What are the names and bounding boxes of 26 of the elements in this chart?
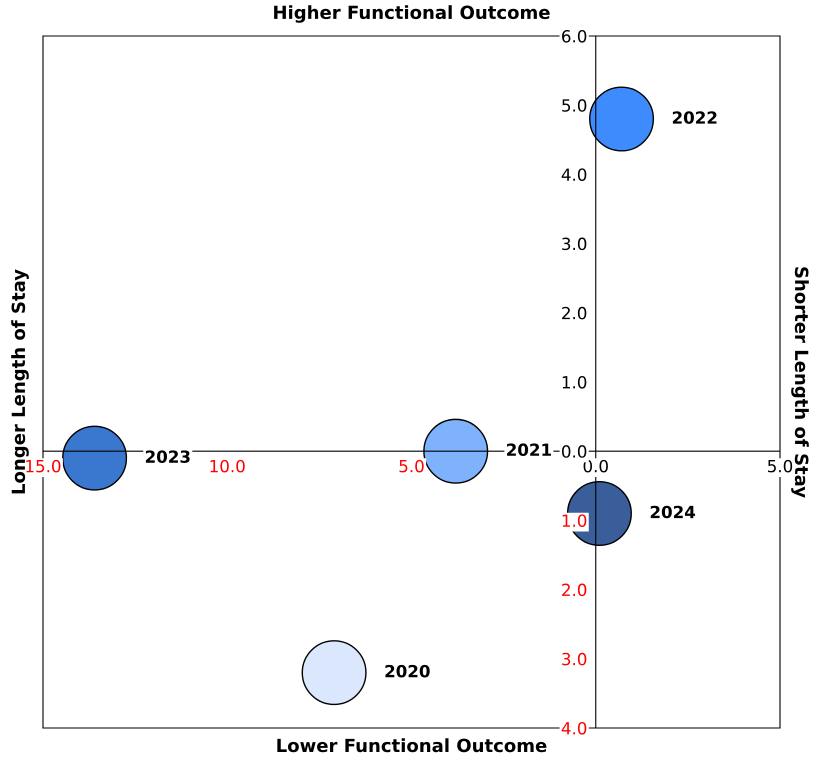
- y-tick-label: 3.0: [562, 238, 586, 250]
- y-tick-label: 4.0: [562, 722, 586, 735]
- x2-axis-title: Higher Functional Outcome: [274, 5, 550, 23]
- x-tick-label: 5.0: [768, 460, 792, 472]
- y-tick-label: 2.0: [562, 306, 586, 320]
- series-label: 2021: [507, 443, 551, 456]
- x-axis-title: Lower Functional Outcome: [277, 738, 546, 752]
- point: [589, 86, 654, 152]
- x-tick-label: 10.0: [210, 460, 245, 472]
- y-tick-label: 0.0: [562, 445, 586, 458]
- y-tick-label: 3.0: [562, 652, 586, 666]
- y-tick-label: 1.0: [562, 376, 586, 389]
- y-tick-label: 2.0: [562, 584, 586, 596]
- y-tick-label: 5.0: [562, 99, 586, 112]
- y-tick-label: 6.0: [562, 30, 586, 43]
- y-tick-label: 1.0: [562, 514, 586, 527]
- y-tick-label: 4.0: [562, 168, 586, 181]
- series-label: 2022: [672, 111, 716, 124]
- series-label: 2023: [146, 450, 190, 463]
- series-label: 2024: [650, 506, 696, 518]
- point: [302, 640, 367, 706]
- y2-axis-title: Shorter Length of Stay: [791, 267, 809, 498]
- x-tick-label: 5.0: [400, 460, 424, 472]
- point: [423, 418, 488, 484]
- series-label: 2020: [385, 664, 430, 678]
- point: [62, 426, 128, 491]
